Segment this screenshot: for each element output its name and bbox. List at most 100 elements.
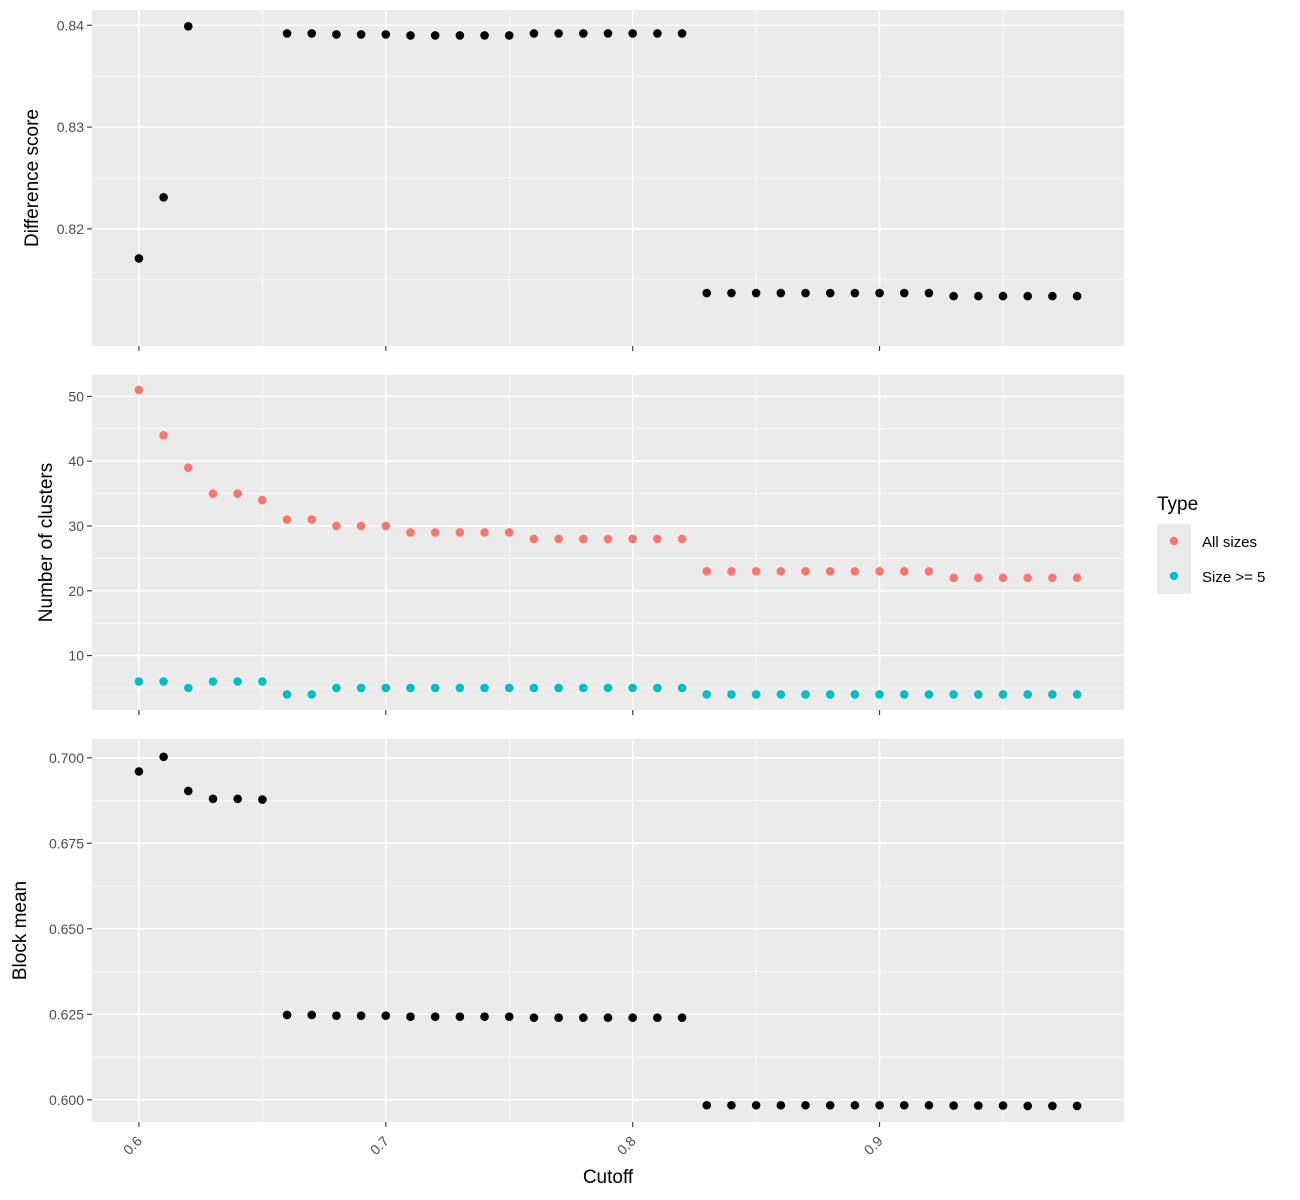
data-point xyxy=(554,534,563,544)
legend-label-all-sizes: All sizes xyxy=(1202,534,1257,551)
panels-layer: 0.82 0.83 0.84 Difference score 10 20 30 40 50 Nu… xyxy=(10,0,1124,1158)
data-point xyxy=(282,690,292,699)
data-point xyxy=(751,690,761,699)
x-tick-label: 0.9 xyxy=(861,1133,886,1158)
data-point xyxy=(332,521,341,531)
data-point xyxy=(1048,573,1057,583)
data-point xyxy=(628,534,637,544)
data-point xyxy=(825,567,835,576)
data-point xyxy=(899,690,909,699)
data-point xyxy=(529,1013,539,1023)
data-point xyxy=(159,193,168,202)
panel-2: 10 20 30 40 50 Number of clusters xyxy=(36,375,1124,715)
data-point xyxy=(233,794,242,804)
x-axis-title: Cutoff xyxy=(583,1167,634,1188)
data-point xyxy=(134,767,144,776)
data-point xyxy=(899,567,909,576)
data-point xyxy=(801,1100,810,1110)
data-point xyxy=(850,567,860,576)
data-point xyxy=(1048,1101,1057,1111)
data-point xyxy=(455,1012,465,1021)
data-point xyxy=(899,1100,909,1110)
data-point xyxy=(159,430,168,440)
data-point xyxy=(579,683,588,693)
series-2-1 xyxy=(134,385,1082,583)
data-point xyxy=(554,1013,563,1023)
data-point xyxy=(751,288,761,298)
y-tick-label: 0.700 xyxy=(49,750,84,766)
data-point xyxy=(1048,291,1057,301)
data-point xyxy=(653,29,662,38)
data-point xyxy=(801,288,810,298)
data-point xyxy=(751,1100,761,1110)
data-point xyxy=(1023,291,1033,301)
data-point xyxy=(332,683,341,693)
data-point xyxy=(751,567,761,576)
data-point xyxy=(949,291,958,301)
data-point xyxy=(529,683,539,693)
data-point xyxy=(801,690,810,699)
data-point xyxy=(159,752,168,762)
data-point xyxy=(258,677,267,686)
data-point xyxy=(727,567,736,576)
panel-1: 0.82 0.83 0.84 Difference score xyxy=(22,0,1124,351)
data-point xyxy=(603,534,613,544)
data-point xyxy=(899,288,909,298)
x-tick-label: 0.7 xyxy=(367,1133,392,1158)
x-tick-label: 0.8 xyxy=(614,1133,639,1158)
data-point xyxy=(974,690,983,699)
data-point xyxy=(776,1100,786,1110)
data-point xyxy=(974,573,983,583)
data-point xyxy=(924,690,934,699)
y-axis-title: Block mean xyxy=(10,881,31,980)
data-point xyxy=(875,1100,884,1110)
series-1-1 xyxy=(134,0,1082,301)
data-point xyxy=(974,1101,983,1110)
data-point xyxy=(134,677,144,686)
data-point xyxy=(208,794,218,804)
y-tick-label: 0.625 xyxy=(49,1006,84,1022)
data-point xyxy=(504,528,514,537)
data-point xyxy=(1072,1101,1082,1111)
data-point xyxy=(307,690,317,699)
data-point xyxy=(776,567,786,576)
panel-3: 0.600 0.625 0.650 0.675 0.700 Block mean 0.6 0.… xyxy=(10,739,1124,1158)
data-point xyxy=(924,288,934,298)
data-point xyxy=(1072,573,1082,583)
data-point xyxy=(825,1100,835,1110)
data-point xyxy=(258,795,267,804)
data-point xyxy=(603,683,613,693)
data-point xyxy=(825,690,835,699)
data-point xyxy=(603,1013,613,1023)
data-point xyxy=(998,1101,1008,1110)
data-point xyxy=(875,690,884,699)
data-point xyxy=(332,30,341,39)
data-point xyxy=(356,1011,366,1020)
legend-dot-all-sizes xyxy=(1169,536,1179,546)
data-point xyxy=(850,288,860,298)
data-point xyxy=(529,534,539,544)
data-point xyxy=(430,683,440,693)
data-point xyxy=(727,690,736,699)
data-point xyxy=(949,573,958,583)
data-point xyxy=(307,515,317,524)
data-point xyxy=(702,1100,712,1110)
data-point xyxy=(282,515,292,524)
legend-dot-size-5 xyxy=(1169,571,1179,581)
data-point xyxy=(183,463,193,472)
data-point xyxy=(406,683,415,693)
data-point xyxy=(875,288,884,298)
data-point xyxy=(579,1013,588,1023)
data-point xyxy=(727,288,736,298)
legend: Type All sizes Size >= 5 xyxy=(1157,494,1265,594)
data-point xyxy=(727,1100,736,1110)
data-point xyxy=(356,521,366,531)
data-point xyxy=(579,29,588,38)
data-point xyxy=(430,1012,440,1021)
data-point xyxy=(504,683,514,693)
data-point xyxy=(159,677,168,686)
data-point xyxy=(282,29,292,38)
data-point xyxy=(801,567,810,576)
data-point xyxy=(134,254,144,263)
